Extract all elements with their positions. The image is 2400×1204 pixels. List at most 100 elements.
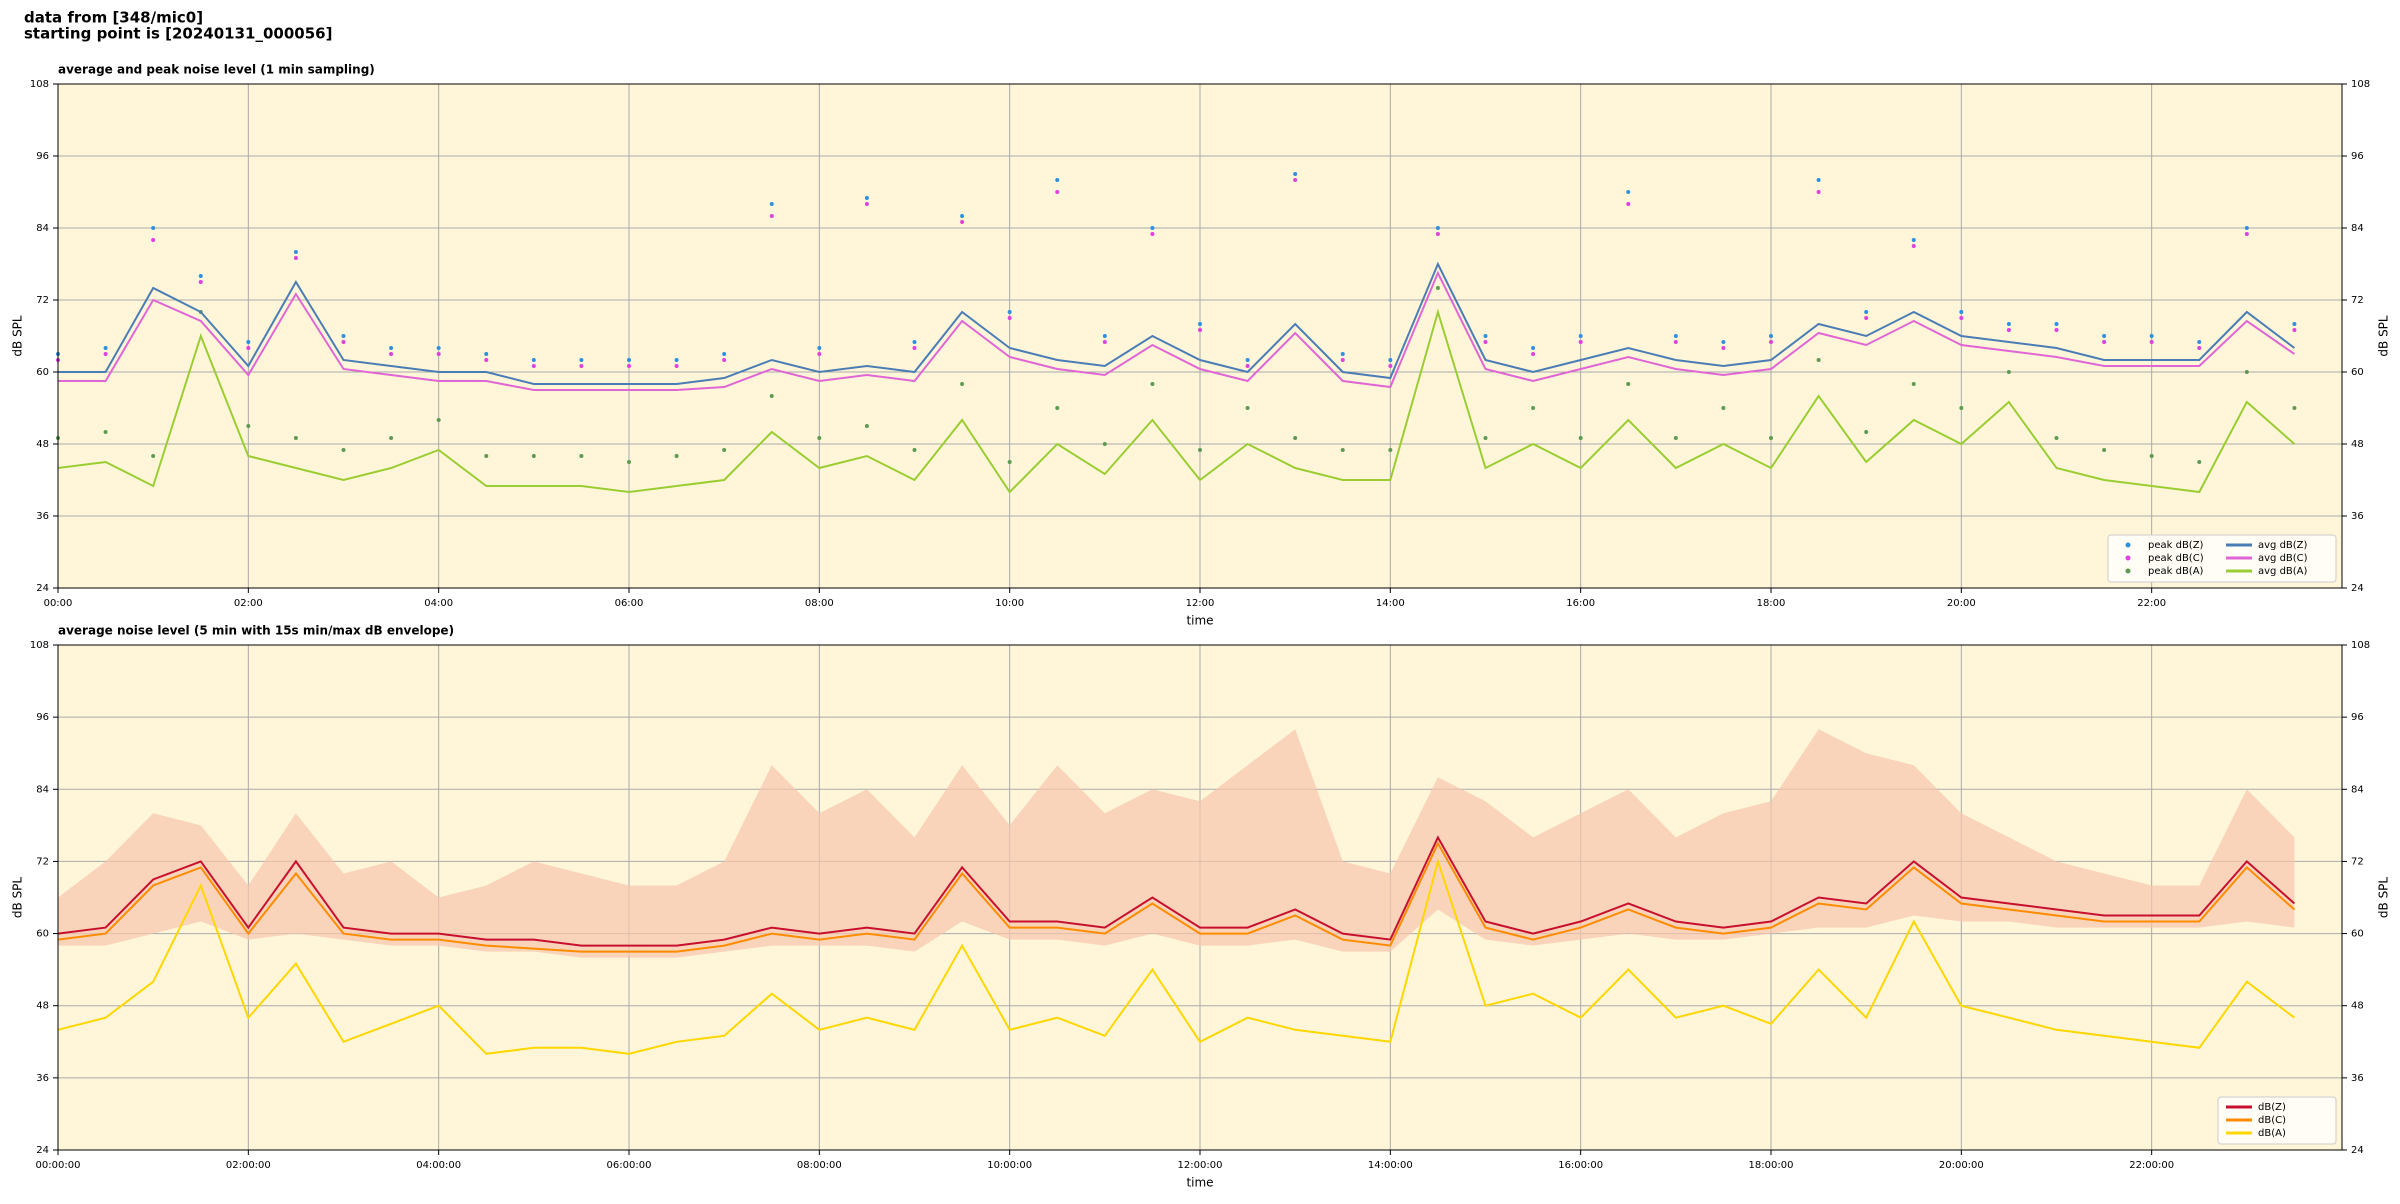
- x-tick-label: 04:00:00: [416, 1160, 461, 1171]
- x-tick-label: 10:00: [995, 598, 1024, 609]
- x-tick-label: 22:00:00: [2129, 1160, 2174, 1171]
- peak-point: [864, 202, 869, 206]
- y2-axis-label: dB SPL: [2377, 315, 2391, 357]
- y2-tick-label: 108: [2351, 640, 2370, 651]
- peak-point: [1150, 232, 1155, 236]
- peak-point: [864, 196, 869, 200]
- peak-point: [389, 346, 394, 350]
- peak-point: [1531, 406, 1536, 410]
- peak-point: [674, 454, 679, 458]
- peak-point: [1911, 244, 1916, 248]
- y-tick-label: 48: [36, 1001, 49, 1012]
- peak-point: [1245, 358, 1250, 362]
- y2-axis-label: dB SPL: [2377, 877, 2391, 919]
- peak-point: [151, 238, 156, 242]
- peak-point: [1340, 358, 1345, 362]
- peak-point: [1626, 382, 1631, 386]
- peak-point: [151, 226, 156, 230]
- peak-point: [293, 256, 298, 260]
- y2-tick-label: 36: [2351, 511, 2364, 522]
- peak-point: [1816, 178, 1821, 182]
- x-tick-label: 20:00: [1947, 598, 1976, 609]
- legend-label: dB(Z): [2258, 1102, 2286, 1113]
- peak-point: [769, 214, 774, 218]
- peak-point: [389, 436, 394, 440]
- peak-point: [1769, 340, 1773, 344]
- peak-point: [1864, 430, 1869, 434]
- legend-label: avg dB(Z): [2258, 540, 2308, 551]
- y2-tick-label: 84: [2351, 223, 2364, 234]
- peak-point: [817, 346, 822, 350]
- peak-point: [341, 334, 346, 338]
- peak-point: [1150, 382, 1155, 386]
- series-line: [58, 261, 2296, 385]
- peak-point: [1673, 340, 1678, 344]
- peak-point: [1864, 316, 1869, 320]
- peak-point: [531, 358, 536, 362]
- peak-point: [2292, 328, 2297, 332]
- peak-point: [2197, 346, 2202, 350]
- peak-point: [1578, 334, 1583, 338]
- peak-point: [436, 418, 441, 422]
- peak-point: [1769, 436, 1773, 440]
- x-tick-label: 00:00:00: [36, 1160, 81, 1171]
- peak-point: [2244, 370, 2249, 374]
- peak-point: [722, 448, 727, 452]
- legend-label: dB(A): [2258, 1128, 2286, 1139]
- peak-point: [579, 454, 584, 458]
- y-tick-label: 36: [36, 511, 49, 522]
- peak-point: [2244, 226, 2249, 230]
- x-tick-label: 20:00:00: [1939, 1160, 1984, 1171]
- legend-marker: [2125, 555, 2131, 561]
- peak-point: [1293, 172, 1298, 176]
- peak-point: [1769, 334, 1773, 338]
- series-line: [58, 270, 2295, 391]
- peak-point: [579, 364, 584, 368]
- peak-point: [1721, 340, 1726, 344]
- peak-point: [1245, 406, 1250, 410]
- x-tick-label: 22:00: [2137, 598, 2166, 609]
- peak-point: [1245, 364, 1250, 368]
- x-tick-label: 06:00: [615, 598, 644, 609]
- peak-point: [531, 364, 536, 368]
- peak-point: [2054, 322, 2059, 326]
- peak-point: [341, 448, 346, 452]
- peak-point: [1626, 202, 1631, 206]
- x-tick-label: 02:00: [234, 598, 263, 609]
- peak-point: [1816, 358, 1821, 362]
- peak-point: [1578, 436, 1583, 440]
- peak-point: [1864, 310, 1869, 314]
- peak-point: [2149, 454, 2154, 458]
- peak-point: [1483, 334, 1488, 338]
- peak-point: [912, 448, 917, 452]
- peak-point: [1721, 346, 1726, 350]
- x-tick-label: 12:00: [1186, 598, 1215, 609]
- legend-label: peak dB(C): [2148, 553, 2204, 564]
- peak-point: [103, 430, 108, 434]
- x-tick-label: 14:00:00: [1368, 1160, 1413, 1171]
- peak-point: [1959, 406, 1964, 410]
- x-tick-label: 16:00: [1566, 598, 1595, 609]
- y-tick-label: 60: [36, 929, 49, 940]
- peak-point: [436, 346, 441, 350]
- peak-point: [1578, 340, 1583, 344]
- peak-point: [769, 394, 774, 398]
- x-tick-label: 18:00: [1757, 598, 1786, 609]
- series-line: [57, 835, 2296, 947]
- y-axis-label: dB SPL: [11, 315, 25, 357]
- y-tick-label: 48: [36, 439, 49, 450]
- x-tick-label: 10:00:00: [987, 1160, 1032, 1171]
- peak-point: [2006, 370, 2011, 374]
- x-tick-label: 08:00: [805, 598, 834, 609]
- peak-point: [103, 346, 108, 350]
- peak-point: [1673, 334, 1678, 338]
- peak-point: [2149, 340, 2154, 344]
- y-tick-label: 24: [36, 583, 49, 594]
- y-tick-label: 96: [36, 151, 49, 162]
- plot-frame: [57, 83, 2343, 589]
- peak-point: [627, 460, 631, 464]
- peak-point: [1102, 334, 1107, 338]
- legend-label: peak dB(A): [2148, 566, 2204, 577]
- peak-point: [1388, 364, 1393, 368]
- y2-tick-label: 24: [2351, 1145, 2364, 1156]
